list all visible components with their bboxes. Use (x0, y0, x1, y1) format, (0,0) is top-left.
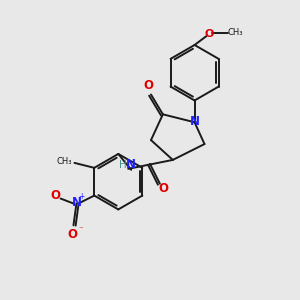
Text: N: N (126, 158, 136, 171)
Text: CH₃: CH₃ (227, 28, 243, 37)
Text: H: H (119, 160, 127, 170)
Text: CH₃: CH₃ (57, 158, 72, 166)
Text: O: O (51, 189, 61, 202)
Text: N: N (71, 196, 81, 209)
Text: ⁻: ⁻ (78, 226, 83, 235)
Text: N: N (190, 115, 200, 128)
Text: O: O (159, 182, 169, 195)
Text: +: + (78, 192, 85, 201)
Text: O: O (68, 228, 77, 241)
Text: O: O (205, 29, 214, 39)
Text: O: O (143, 79, 153, 92)
